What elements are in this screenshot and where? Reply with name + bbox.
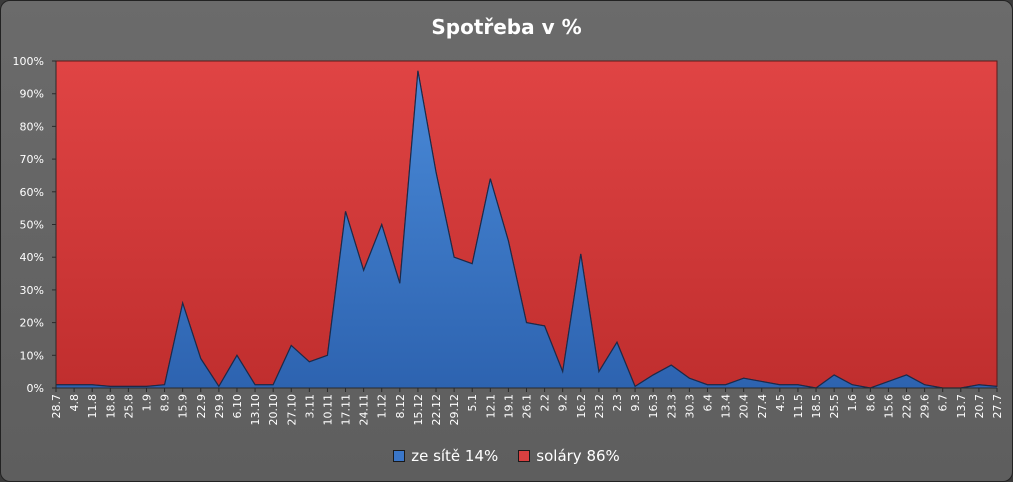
x-tick-label: 23.2	[593, 394, 606, 419]
y-tick-label: 30%	[20, 284, 44, 297]
x-tick-label: 5.1	[466, 394, 479, 412]
x-tick-label: 4.8	[68, 394, 81, 412]
y-tick-label: 20%	[20, 317, 44, 330]
x-tick-label: 25.8	[122, 394, 135, 419]
x-tick-label: 9.3	[629, 394, 642, 412]
x-tick-label: 15.12	[412, 394, 425, 426]
x-tick-label: 26.1	[521, 394, 534, 419]
y-tick-label: 100%	[13, 55, 44, 68]
x-tick-label: 13.7	[955, 394, 968, 419]
chart-title: Spotřeba v %	[431, 15, 582, 39]
x-tick-label: 2.3	[611, 394, 624, 412]
y-tick-label: 70%	[20, 153, 44, 166]
x-tick-label: 8.9	[159, 394, 172, 412]
legend-swatch-solar	[518, 450, 531, 462]
legend-label-grid: ze sítě 14%	[411, 447, 499, 465]
x-tick-label: 1.9	[140, 394, 153, 412]
y-tick-label: 60%	[20, 186, 44, 199]
legend-item-solar: soláry 86%	[518, 447, 620, 465]
x-tick-label: 22.12	[430, 394, 443, 426]
y-tick-label: 0%	[27, 382, 44, 395]
x-tick-label: 22.9	[195, 394, 208, 419]
series-line-grid	[56, 70, 998, 389]
x-tick-label: 20.10	[267, 394, 280, 426]
legend-swatch-grid	[393, 450, 406, 462]
y-tick-label: 50%	[20, 219, 44, 232]
x-tick-label: 10.11	[321, 394, 334, 426]
x-tick-label: 18.8	[104, 394, 117, 419]
x-tick-label: 6.10	[231, 394, 244, 419]
x-tick-label: 13.10	[249, 394, 262, 426]
x-tick-label: 23.3	[665, 394, 678, 419]
x-tick-label: 20.7	[973, 394, 986, 419]
x-tick-label: 13.4	[720, 394, 733, 419]
x-tick-label: 18.5	[810, 394, 823, 419]
chart-legend: ze sítě 14% soláry 86%	[1, 447, 1012, 465]
y-tick-label: 90%	[20, 88, 44, 101]
x-tick-label: 27.7	[991, 394, 1004, 419]
x-tick-label: 20.4	[738, 394, 751, 419]
x-tick-label: 9.2	[557, 394, 570, 412]
x-tick-label: 1.6	[846, 394, 859, 412]
x-tick-label: 25.5	[828, 394, 841, 419]
x-tick-label: 30.3	[683, 394, 696, 419]
x-tick-label: 16.3	[647, 394, 660, 419]
legend-item-grid: ze sítě 14%	[393, 447, 498, 465]
x-tick-label: 27.4	[756, 394, 769, 419]
x-tick-label: 6.7	[937, 394, 950, 412]
x-tick-label: 4.5	[774, 394, 787, 412]
x-tick-label: 12.1	[484, 394, 497, 419]
x-tick-label: 19.1	[502, 394, 515, 419]
x-tick-label: 11.8	[86, 394, 99, 419]
x-tick-label: 3.11	[303, 394, 316, 419]
x-tick-label: 2.2	[539, 394, 552, 412]
x-tick-label: 15.6	[882, 394, 895, 419]
y-tick-label: 80%	[20, 120, 44, 133]
x-tick-label: 29.6	[919, 394, 932, 419]
x-tick-label: 29.12	[448, 394, 461, 426]
x-tick-label: 11.5	[792, 394, 805, 419]
x-tick-label: 16.2	[575, 394, 588, 419]
x-tick-label: 24.11	[358, 394, 371, 426]
x-tick-label: 28.7	[50, 394, 63, 419]
y-tick-label: 10%	[20, 349, 44, 362]
x-tick-label: 27.10	[285, 394, 298, 426]
x-tick-label: 8.12	[394, 394, 407, 419]
x-tick-label: 1.12	[376, 394, 389, 419]
x-tick-label: 17.11	[340, 394, 353, 426]
x-tick-label: 22.6	[901, 394, 914, 419]
y-tick-label: 40%	[20, 251, 44, 264]
series-area-grid	[56, 70, 997, 388]
x-tick-label: 8.6	[864, 394, 877, 412]
x-tick-label: 6.4	[701, 394, 714, 412]
legend-label-solar: soláry 86%	[536, 447, 620, 465]
x-tick-label: 29.9	[213, 394, 226, 419]
x-tick-label: 15.9	[177, 394, 190, 419]
